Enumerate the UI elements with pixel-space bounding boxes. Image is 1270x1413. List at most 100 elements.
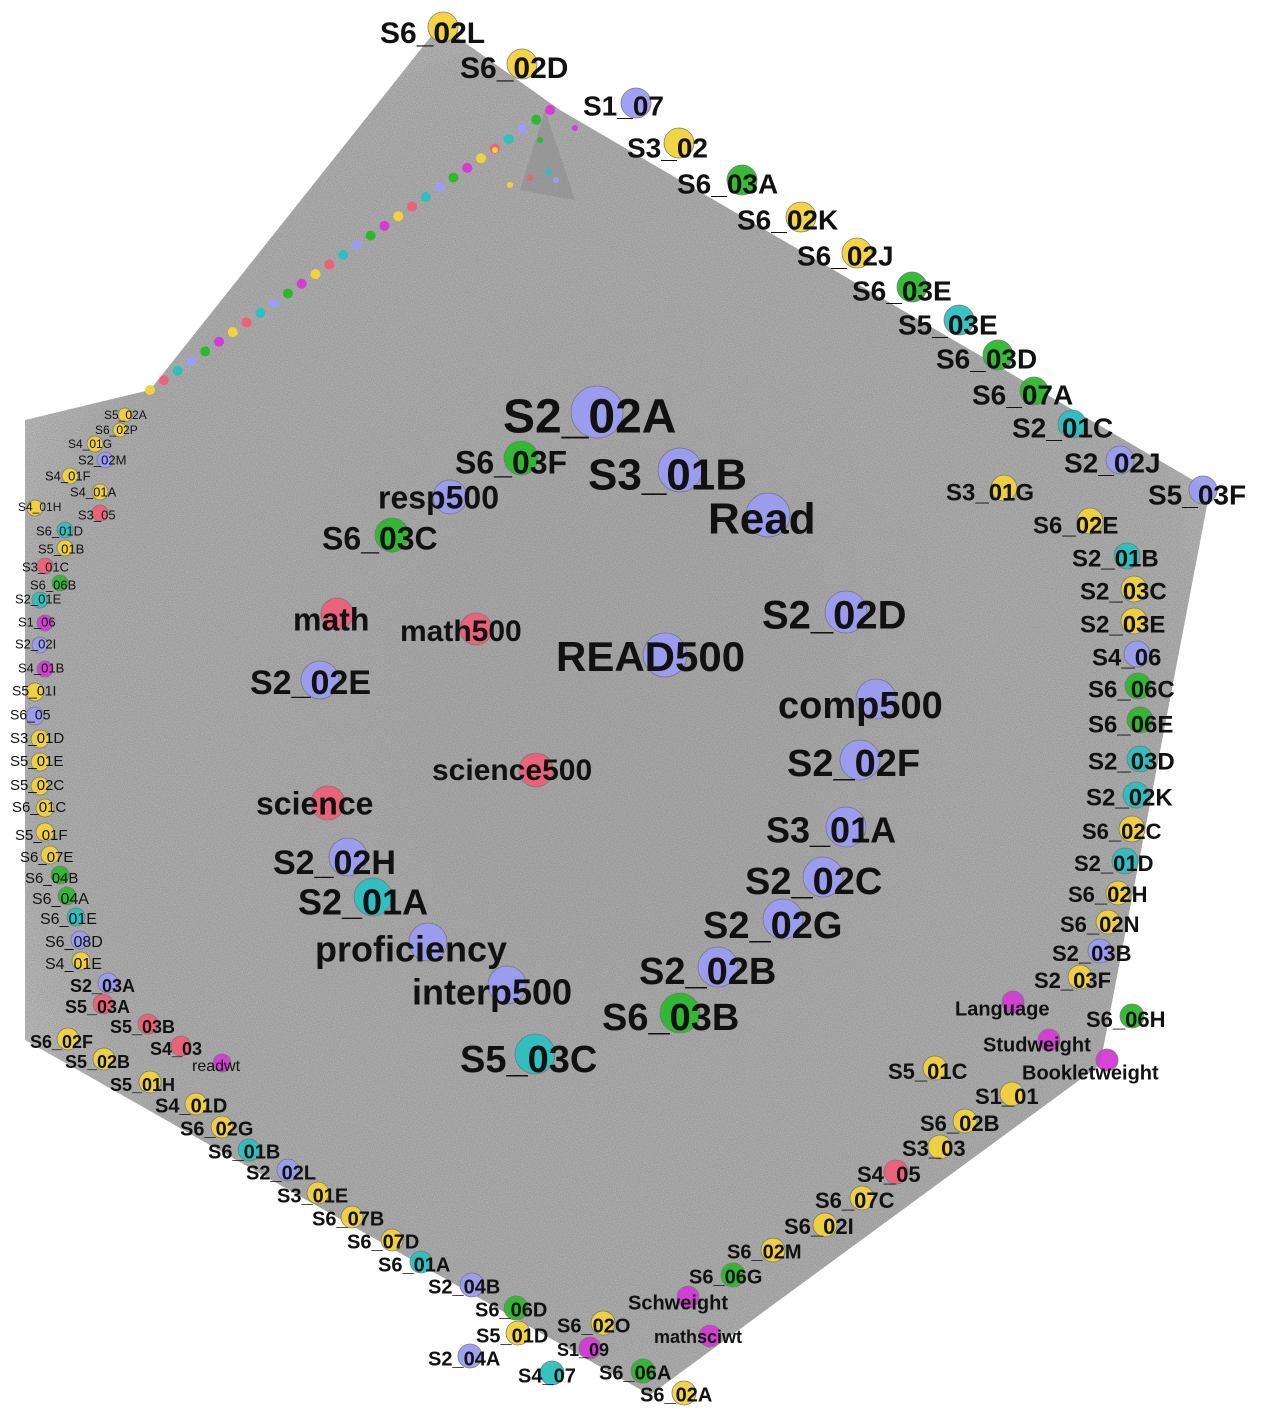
node-label: S4_01H (18, 500, 61, 514)
minor-node (553, 177, 559, 183)
node-label: S6_07C (815, 1188, 895, 1213)
node-label: S5_03C (460, 1039, 597, 1081)
node-label: S6_02I (784, 1214, 854, 1239)
node-label: S3_05 (78, 507, 116, 522)
node (457, 1343, 483, 1369)
dense-wedge (520, 110, 575, 200)
node (91, 504, 109, 522)
node (642, 632, 688, 678)
node (51, 574, 69, 592)
node-label: S6_02D (460, 52, 568, 85)
node (1123, 640, 1151, 668)
node (137, 1013, 159, 1035)
node-label: S6_06E (1088, 711, 1173, 738)
minor-node (379, 220, 390, 231)
node-label: S6_04A (32, 891, 89, 908)
minor-node (476, 153, 487, 164)
minor-node (517, 124, 528, 135)
node (427, 11, 459, 43)
node-label: S6_05 (10, 707, 51, 723)
minor-node (503, 133, 514, 144)
node-label: S2_02J (1064, 447, 1161, 478)
node (762, 898, 804, 940)
node (212, 1053, 232, 1073)
node (659, 992, 701, 1034)
node (1067, 964, 1093, 990)
node (66, 907, 86, 927)
node-label: Read (708, 495, 816, 544)
node-label: S1_01 (975, 1084, 1039, 1109)
node-label: S3_01B (588, 451, 747, 500)
node (1118, 815, 1146, 843)
node (671, 1380, 697, 1406)
node-label: S4_07 (518, 1365, 576, 1387)
node (506, 48, 538, 80)
node-label: S6_06B (30, 577, 76, 592)
node (590, 1310, 616, 1336)
node-label: science500 (432, 754, 592, 787)
node (812, 1212, 838, 1238)
node (896, 271, 928, 303)
minor-node (310, 269, 321, 280)
node (720, 1262, 746, 1288)
node-label: S3_01G (946, 479, 1034, 506)
node-label: S1_07 (583, 90, 664, 121)
node-label: S2_02B (639, 951, 776, 993)
node (1019, 376, 1049, 406)
node (306, 1181, 330, 1205)
node (328, 837, 368, 877)
node (760, 1237, 786, 1263)
node-label: Bookletweight (1022, 1062, 1159, 1084)
node (1120, 575, 1148, 603)
node (663, 127, 695, 159)
node (36, 557, 54, 575)
node (1120, 607, 1148, 635)
node-label: S3_03 (902, 1136, 966, 1161)
node-label: S6_08D (45, 934, 103, 951)
minor-node (572, 125, 578, 131)
node (117, 407, 133, 423)
node (824, 590, 868, 634)
node (300, 660, 340, 700)
minor-node (338, 249, 349, 260)
node (432, 479, 468, 515)
minor-node (324, 259, 335, 270)
node-label: S6_03D (936, 343, 1037, 374)
node (697, 946, 739, 988)
edge-texture (25, 25, 1210, 1395)
node (883, 1159, 909, 1185)
minor-node (241, 317, 252, 328)
node-label: Schweight (628, 1292, 728, 1314)
node (1095, 909, 1121, 935)
node-label: S1_06 (18, 614, 56, 629)
node-label: S5_03F (1148, 479, 1246, 510)
node (91, 483, 109, 501)
minor-node (296, 278, 307, 289)
minor-node (213, 336, 224, 347)
minor-node (227, 327, 238, 338)
node (459, 1272, 485, 1298)
node (340, 1205, 364, 1229)
node-label: S6_01A (378, 1254, 450, 1276)
node (276, 1158, 300, 1182)
node-label: S2_04B (428, 1276, 500, 1298)
minor-node (545, 105, 555, 115)
node-label: S4_01D (155, 1095, 227, 1117)
node (487, 965, 527, 1005)
node (745, 492, 791, 538)
node (1122, 781, 1150, 809)
node (374, 517, 410, 553)
node-label: S2_02K (1086, 784, 1173, 811)
node-label: S5_01F (15, 827, 68, 844)
node-label: S6_02C (1082, 819, 1162, 844)
minor-node (420, 191, 431, 202)
node (578, 1336, 602, 1360)
node-label: S6_01C (12, 799, 66, 816)
node (990, 474, 1018, 502)
node (620, 87, 652, 119)
node-label: S4_06 (1092, 644, 1161, 671)
node (503, 440, 539, 476)
node-label: S5_01B (38, 541, 84, 556)
node (310, 785, 346, 821)
